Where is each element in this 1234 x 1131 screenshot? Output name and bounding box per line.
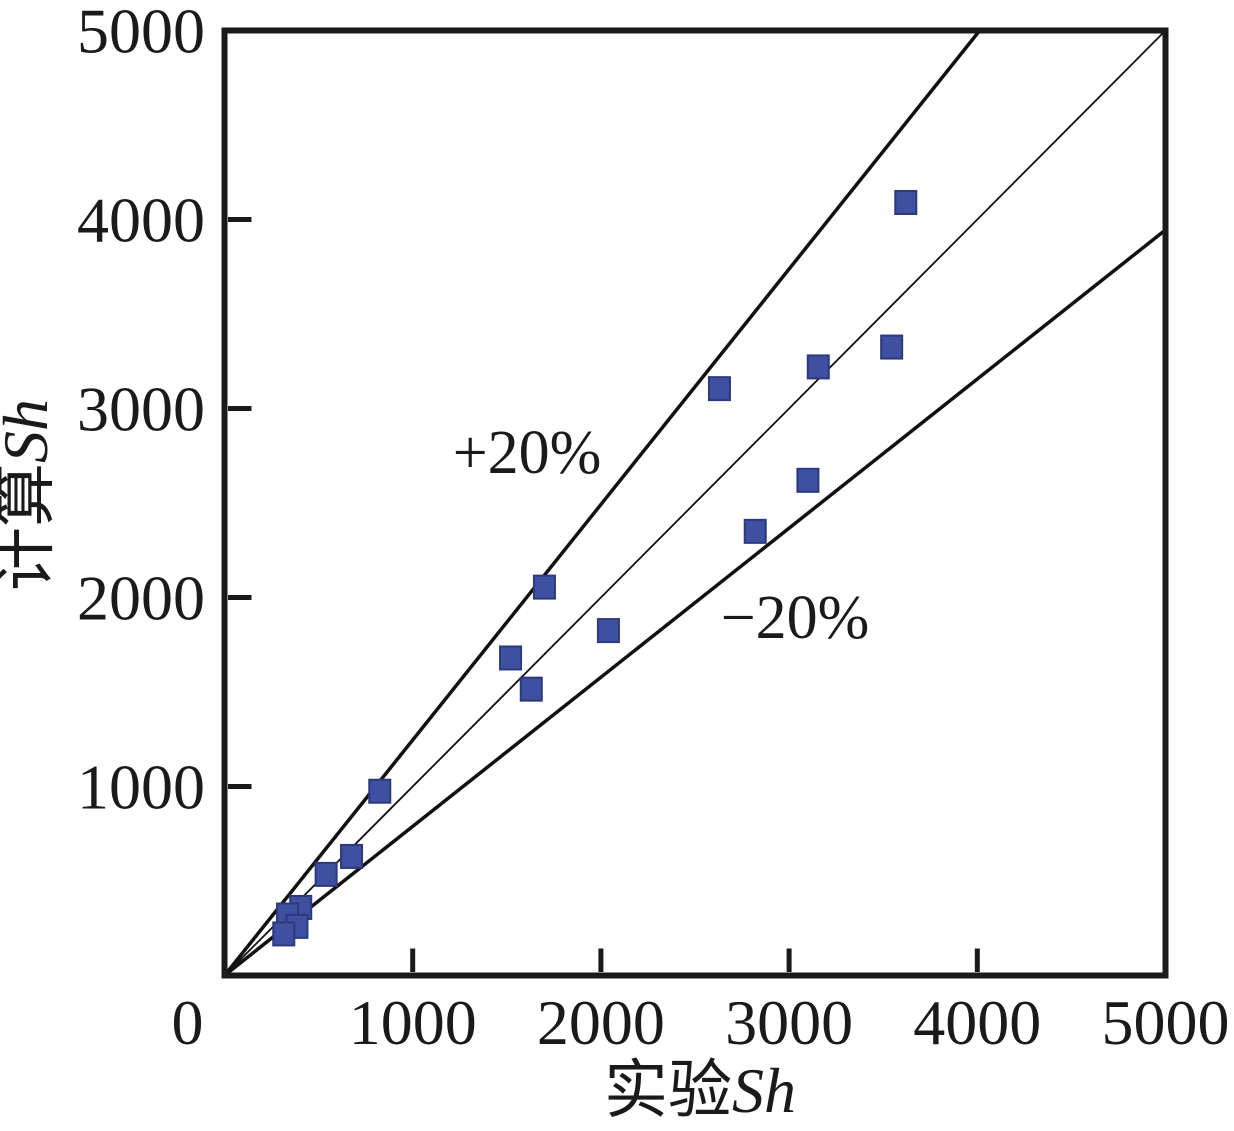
y-axis-title: 计算Sh [0,399,61,591]
minus20-line-label: −20% [721,584,870,652]
y-tick-label-4000: 4000 [77,185,205,256]
y-axis-title-cjk: 计算 [0,463,61,591]
y-tick-label-3000: 3000 [77,374,205,445]
data-point-marker [796,467,820,493]
data-point-marker [519,676,543,702]
plus20-line-label: +20% [453,419,602,487]
data-point-marker [880,334,904,360]
data-point-marker [743,518,767,544]
data-point-marker [499,645,523,671]
x-tick-label-5000: 5000 [1102,987,1230,1058]
y-tick-label-2000: 2000 [77,563,205,634]
x-tick-label-4000: 4000 [913,987,1041,1058]
reference-lines [223,29,1167,977]
data-point-marker [806,354,830,380]
ref-line-parity [223,29,1167,977]
x-tick-label-3000: 3000 [725,987,853,1058]
data-point-marker [894,189,918,215]
tick-marks [228,217,980,972]
x-axis-title-symbol: Sh [732,1055,796,1126]
ref-line-−20% [223,228,1167,977]
y-tick-label-1000: 1000 [77,752,205,823]
x-axis-title-cjk: 实验 [604,1055,732,1126]
plot-border [221,27,1169,979]
tick-labels: 0 1000 2000 3000 4000 5000 1000 2000 3000 4000 500… [77,0,1230,1058]
data-point-marker [707,376,731,402]
y-axis-title-symbol: Sh [0,399,61,463]
data-point-marker [368,778,392,804]
x-axis-title: 实验Sh [604,1055,796,1126]
x-tick-label-2000: 2000 [537,987,665,1058]
data-point-marker [532,574,556,600]
y-tick-label-5000: 5000 [77,0,205,67]
x-tick-label-1000: 1000 [349,987,477,1058]
data-point-marker [314,861,338,887]
data-point-marker [272,921,296,947]
ref-line-+20% [223,29,982,977]
data-points [272,189,918,947]
data-point-marker [340,843,364,869]
x-tick-label-0: 0 [172,987,204,1058]
data-point-marker [596,618,620,644]
